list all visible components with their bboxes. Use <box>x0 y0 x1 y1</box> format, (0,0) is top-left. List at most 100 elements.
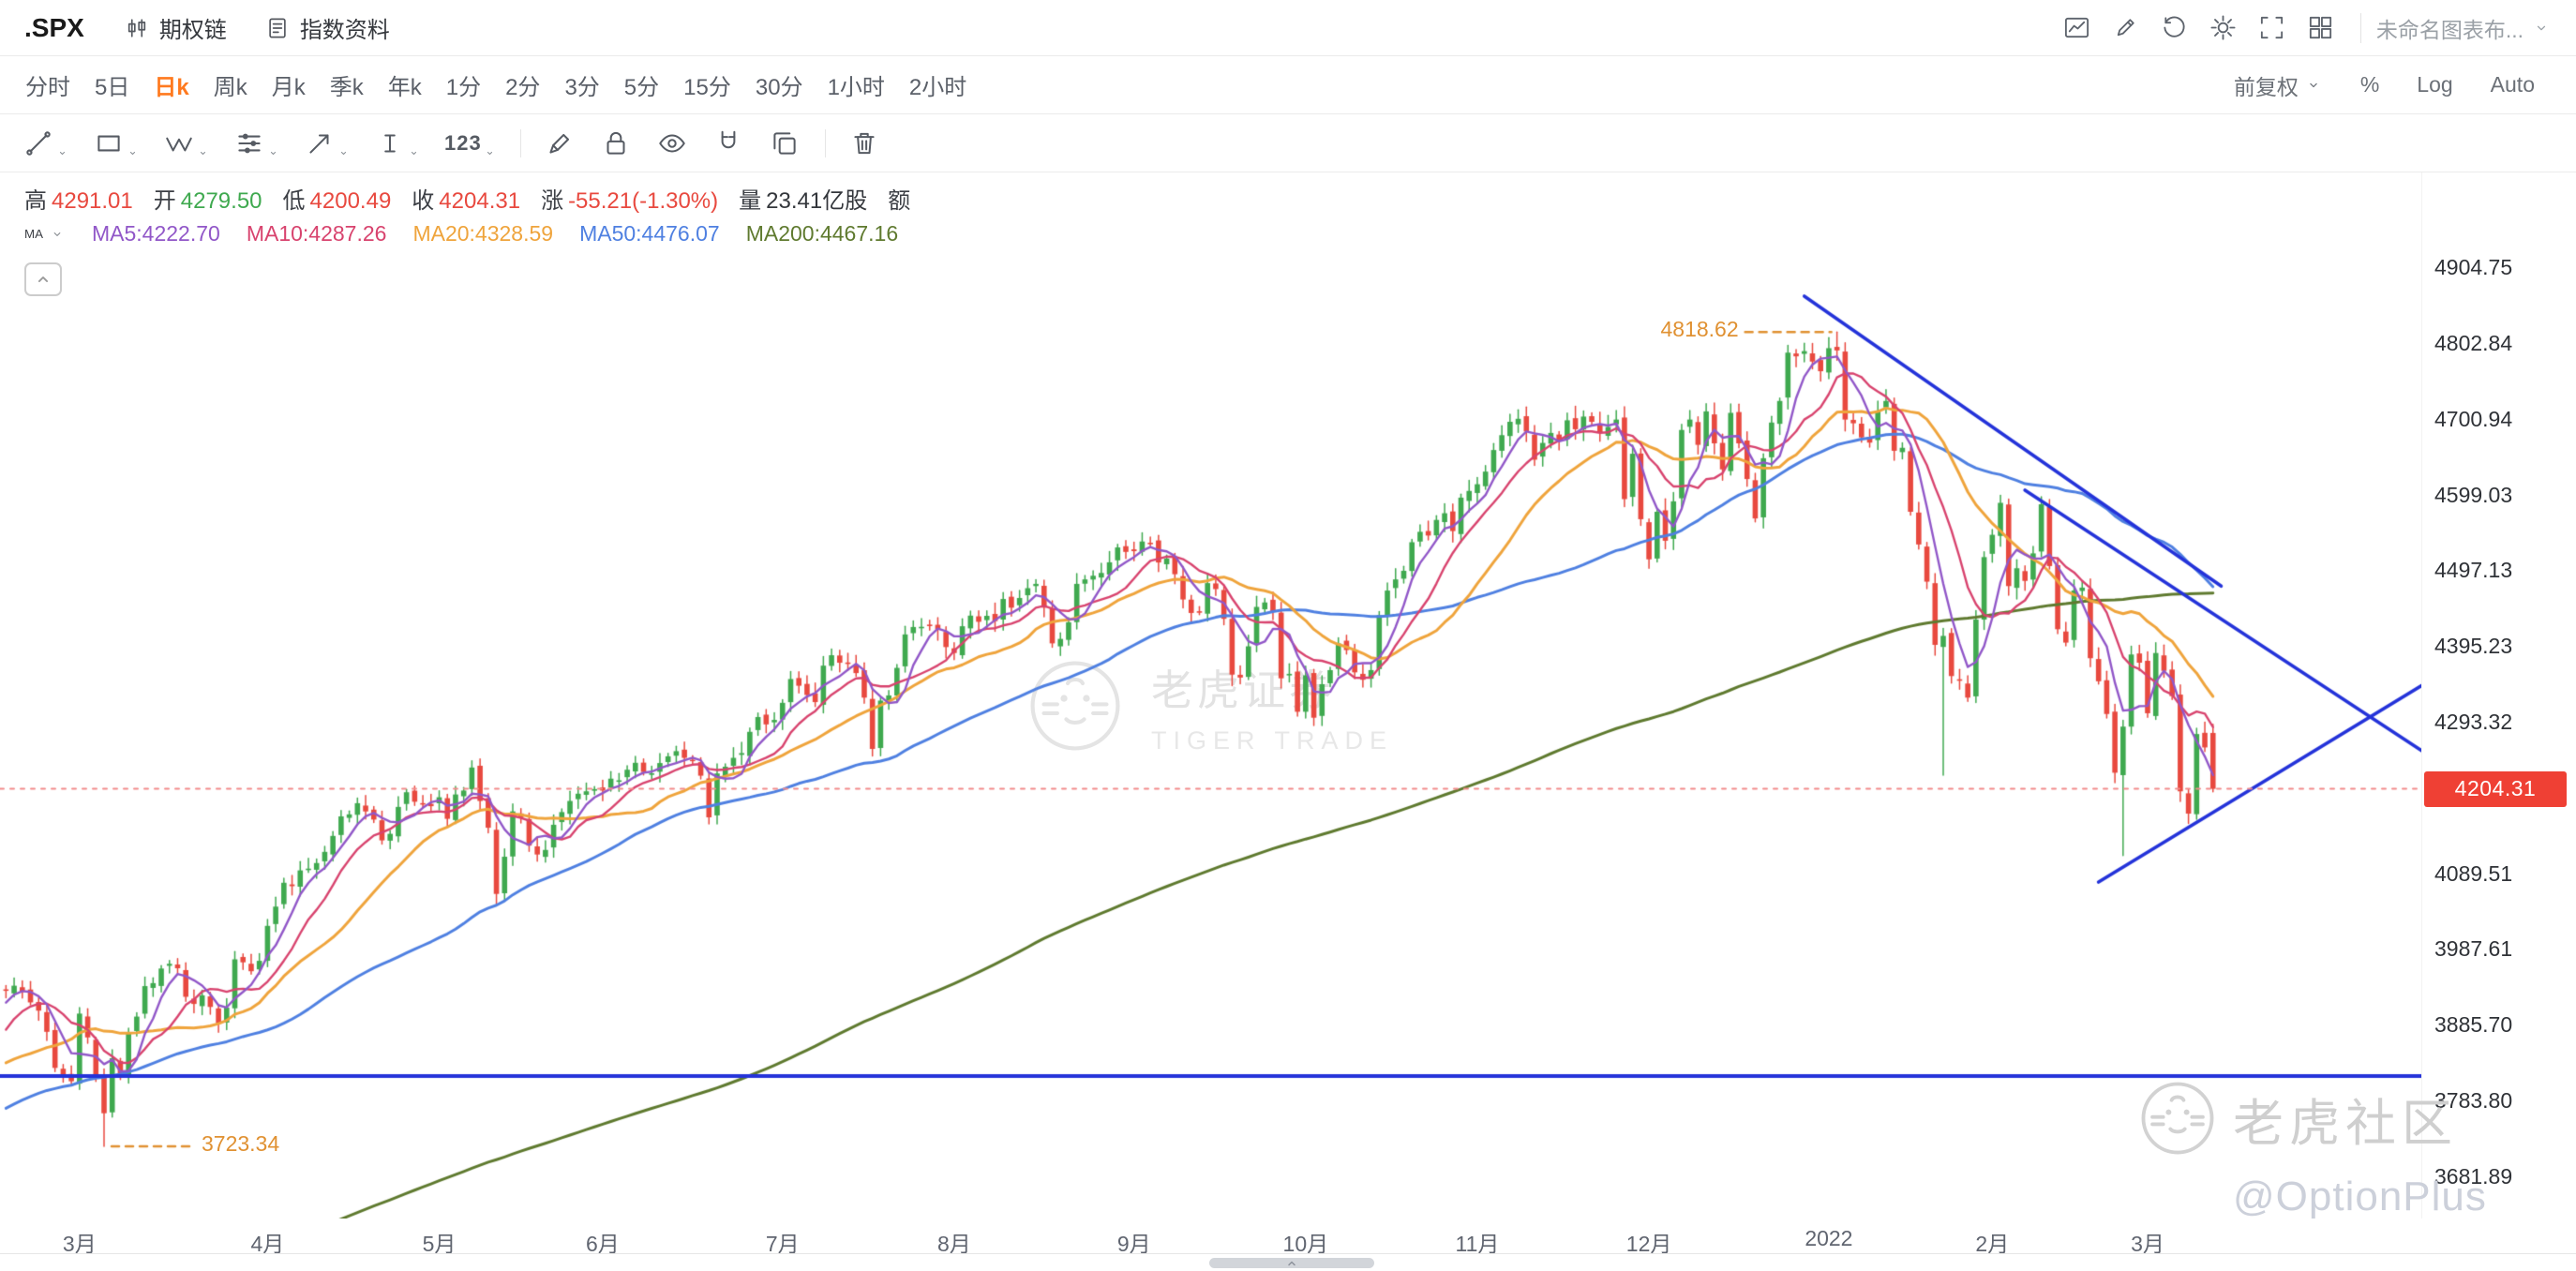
timeframe-5min[interactable]: 5分 <box>612 56 671 113</box>
timeframe-daily[interactable]: 日k <box>142 56 201 113</box>
settings-gear-button[interactable] <box>2199 7 2248 49</box>
timeframe-quarterly[interactable]: 季k <box>318 56 376 113</box>
settings-gear-icon <box>2210 15 2236 40</box>
ma-indicator-selector[interactable]: MA <box>24 226 66 243</box>
magnet-icon <box>721 130 736 148</box>
quote-close: 收 4204.31 <box>412 182 520 215</box>
price-tick: 4293.32 <box>2434 710 2513 734</box>
log-scale-toggle[interactable]: Log <box>2402 72 2467 97</box>
option-chain-button[interactable]: 期权链 <box>124 11 227 44</box>
quote-turnover: 额 <box>888 182 915 215</box>
doc-icon <box>269 18 286 37</box>
wave-tool-button[interactable] <box>156 122 217 165</box>
price-tick: 4904.75 <box>2434 255 2513 279</box>
chart-area: 老虎证券 TIGER TRADE 高4291.01开4279.50低4200.4… <box>0 172 2576 1253</box>
price-tick: 3681.89 <box>2434 1164 2513 1189</box>
auto-scale-label: Auto <box>2490 72 2535 97</box>
timeframe-2min[interactable]: 2分 <box>493 56 552 113</box>
timeframe-weekly[interactable]: 周k <box>202 56 260 113</box>
pattern-icon <box>238 133 261 153</box>
duplicate-tool-button[interactable] <box>761 122 808 165</box>
divider <box>2359 12 2361 43</box>
top-right-actions: 未命名图表布... <box>2053 7 2552 49</box>
history-restore-button[interactable] <box>2150 7 2199 49</box>
lock-tool-button[interactable] <box>592 122 639 165</box>
quote-low-value: 4200.49 <box>309 188 392 214</box>
timeframe-list: 分时 5日 日k 周k 月k 季k 年k 1分 2分 3分 5分 15分 30分 1小时 2小时 <box>13 56 979 113</box>
brush-tool-button[interactable] <box>536 122 583 165</box>
caret-down-icon <box>200 151 206 155</box>
caret-down-icon <box>411 151 417 155</box>
chart-snapshot-icon <box>2065 17 2089 38</box>
low-annotation-label: 3723.34 <box>202 1131 280 1157</box>
timeframe-minute[interactable]: 分时 <box>13 56 82 113</box>
timeframe-5day[interactable]: 5日 <box>82 56 142 113</box>
trash-tool-button[interactable] <box>841 122 888 165</box>
trash-icon <box>854 132 875 154</box>
price-tick: 4089.51 <box>2434 860 2513 886</box>
shape-tool-button[interactable] <box>85 122 146 165</box>
magnet-tool-button[interactable] <box>705 122 752 165</box>
collapse-panel-button[interactable] <box>24 262 62 296</box>
caret-down-icon <box>270 151 277 155</box>
chevron-up-icon <box>1288 1261 1295 1265</box>
drawer-handle[interactable] <box>1209 1258 1374 1268</box>
ma10-legend-item: MA10:4287.26 <box>246 221 387 246</box>
timeframe-3min[interactable]: 3分 <box>552 56 611 113</box>
eye-icon <box>658 133 685 153</box>
chart-snapshot-button[interactable] <box>2053 7 2102 49</box>
pattern-tool-button[interactable] <box>226 122 287 165</box>
ma50-legend-item: MA50:4476.07 <box>579 221 720 246</box>
price-tick: 4700.94 <box>2434 406 2513 431</box>
caret-down-icon <box>53 232 61 236</box>
timeframe-30min[interactable]: 30分 <box>743 56 816 113</box>
index-info-button[interactable]: 指数资料 <box>264 11 390 44</box>
caret-down-icon <box>340 151 347 155</box>
ma5-legend-item: MA5:4222.70 <box>92 221 220 246</box>
timeframe-1hour[interactable]: 1小时 <box>816 56 897 113</box>
month-tick: 12月 <box>1625 1232 1672 1253</box>
history-restore-icon <box>2164 16 2185 37</box>
text-cursor-tool-button[interactable] <box>367 122 427 165</box>
adjust-mode-toggle[interactable]: 前复权 <box>2219 69 2338 101</box>
auto-scale-toggle[interactable]: Auto <box>2476 72 2550 97</box>
eye-tool-button[interactable] <box>649 122 696 165</box>
caret-down-icon <box>2310 82 2317 87</box>
candlestick-chart-canvas[interactable] <box>0 172 2421 1219</box>
bottom-scrollbar <box>0 1253 2576 1271</box>
month-tick: 3月 <box>62 1232 97 1253</box>
month-tick: 5月 <box>422 1232 457 1253</box>
timeframe-15min[interactable]: 15分 <box>671 56 743 113</box>
caret-down-icon-wrap <box>2531 18 2552 38</box>
layout-grid-icon <box>2310 16 2332 39</box>
caret-down-icon <box>129 151 136 155</box>
month-tick: 9月 <box>1116 1232 1151 1253</box>
draw-edit-button[interactable] <box>2102 7 2150 49</box>
symbol-title: .SPX <box>24 12 84 42</box>
month-tick: 2022 <box>1805 1226 1853 1250</box>
percent-scale-toggle[interactable]: % <box>2345 72 2394 97</box>
fullscreen-button[interactable] <box>2248 7 2297 49</box>
timeframe-1min[interactable]: 1分 <box>434 56 493 113</box>
measure-tool-button[interactable]: 123 <box>437 122 503 165</box>
price-axis[interactable]: 4904.75 4802.84 4700.94 4599.03 4497.13 4395.… <box>2421 172 2576 1219</box>
log-scale-label: Log <box>2417 72 2453 97</box>
trend-line-tool-button[interactable] <box>15 122 76 165</box>
arrow-tool-button[interactable] <box>296 122 357 165</box>
chart-layout-selector[interactable]: 未命名图表布... <box>2376 12 2552 44</box>
quote-change-value: -55.21(-1.30%) <box>568 188 719 214</box>
timeframe-2hour[interactable]: 2小时 <box>897 56 979 113</box>
timeframe-yearly[interactable]: 年k <box>376 56 434 113</box>
quote-open: 开 4279.50 <box>154 182 262 215</box>
option-chain-label: 期权链 <box>158 18 227 43</box>
arrow-icon <box>309 133 329 154</box>
quote-volume-label: 量 <box>739 188 762 214</box>
quote-low: 低 4200.49 <box>283 182 392 215</box>
layout-grid-button[interactable] <box>2297 7 2345 49</box>
time-axis[interactable]: 3月 4月 5月 6月 7月 8月 9月 10月 11月 12月 2022 2月 3月 <box>0 1219 2421 1253</box>
divider <box>824 128 826 157</box>
duplicate-icon <box>773 131 796 155</box>
timeframe-monthly[interactable]: 月k <box>260 56 318 113</box>
quote-open-value: 4279.50 <box>180 188 262 214</box>
quote-close-value: 4204.31 <box>439 188 521 214</box>
